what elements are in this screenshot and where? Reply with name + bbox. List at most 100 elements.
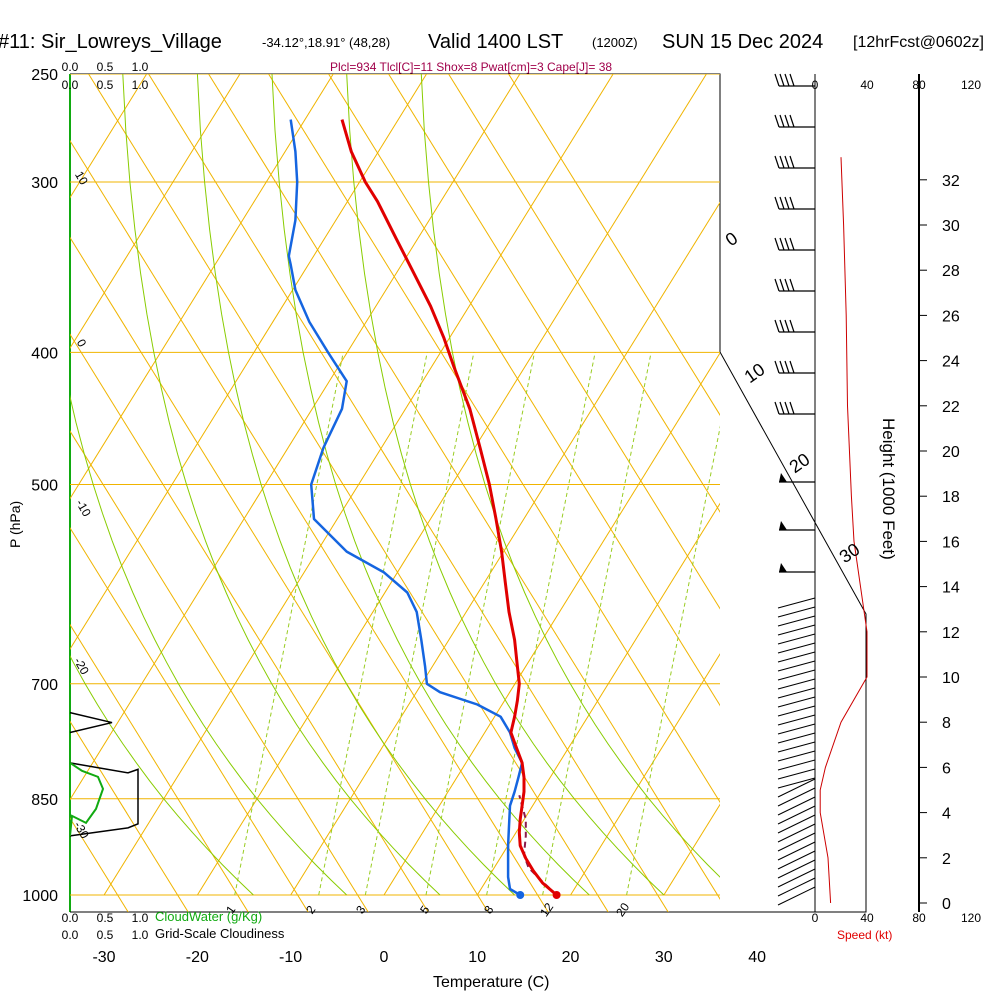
isotherm-line — [290, 201, 720, 896]
speed-tick-bottom: 120 — [961, 911, 981, 925]
moist-adiabat-label: 30 — [836, 539, 864, 567]
height-tick-label: 0 — [942, 896, 951, 913]
mixing-ratio-label: 3 — [353, 903, 368, 917]
wind-barb-flag — [779, 237, 785, 251]
dry-adiabat-line — [328, 74, 720, 707]
wind-barb-staff — [777, 886, 816, 906]
moist-adiabat-line — [420, 74, 720, 878]
wind-barb-staff — [777, 750, 816, 762]
wind-barb-pennant — [779, 473, 787, 482]
height-tick-label: 14 — [942, 580, 960, 597]
surface-temperature-point — [552, 891, 561, 899]
wind-barb-flag — [779, 73, 785, 87]
wind-barb — [777, 723, 816, 735]
wind-barb — [777, 678, 816, 690]
mixing-ratio-line — [318, 352, 428, 896]
wind-barb-flag — [774, 73, 780, 87]
wind-barb — [774, 114, 815, 128]
wind-barb — [774, 319, 815, 333]
speed-tick-bottom: 40 — [860, 911, 874, 925]
moist-adiabat-line — [346, 74, 665, 896]
wind-barb — [777, 805, 816, 825]
cloudiness-scale-bottom: 0.5 — [97, 928, 114, 942]
wind-barb — [777, 741, 816, 753]
axis-labels: -30 -20 -10 0 10 20 30 402503004005007008501000… — [22, 60, 981, 966]
wind-barb — [777, 732, 816, 744]
x-tick-label: 10 — [468, 949, 486, 966]
height-axis-label: Height (1000 Feet) — [879, 418, 898, 560]
stability-indices: Plcl=934 Tlcl[C]=11 Shox=8 Pwat[cm]=3 Ca… — [330, 60, 612, 74]
mixing-ratio-line — [425, 352, 536, 896]
wind-barb-flag — [779, 196, 785, 210]
wind-barb — [777, 777, 816, 789]
wind-barb-flag — [789, 319, 795, 333]
mixing-ratio-label: 5 — [417, 903, 432, 917]
height-tick-label: 28 — [942, 263, 960, 280]
wind-barb — [777, 597, 816, 609]
dry-adiabat-line — [70, 430, 369, 912]
wind-barb-staff — [777, 832, 816, 852]
wind-barb-staff — [777, 633, 816, 645]
isotherm-line — [70, 74, 241, 350]
dry-adiabat-line — [208, 74, 720, 900]
cloudwater-layer — [69, 762, 105, 836]
wind-barb-flag — [789, 196, 795, 210]
dry-adiabat-label: -30 — [71, 819, 92, 841]
wind-barb — [779, 521, 815, 531]
isotherm-line — [851, 74, 1000, 895]
wind-barb-flag — [789, 237, 795, 251]
wind-barb-staff — [777, 696, 816, 708]
wind-barb-staff — [777, 714, 816, 726]
pressure-tick-label: 500 — [31, 478, 58, 495]
wind-barb — [777, 814, 816, 834]
wind-barb-flag — [789, 278, 795, 292]
chart-header: #11: Sir_Lowreys_Village -34.12°,18.91° … — [0, 31, 984, 74]
wind-barb-flag — [779, 155, 785, 169]
wind-speed-profile — [819, 157, 868, 904]
wind-barb — [777, 778, 816, 798]
wind-barb-flag — [779, 319, 785, 333]
wind-barb — [777, 768, 816, 780]
speed-tick-top: 40 — [860, 78, 874, 92]
wind-barb-flag — [789, 401, 795, 415]
wind-barb-staff — [777, 777, 816, 789]
plot-area — [70, 74, 816, 912]
wind-speed-line — [819, 157, 868, 904]
surface-dewpoint-point — [516, 891, 525, 899]
wind-barb — [777, 633, 816, 645]
zulu-time: (1200Z) — [592, 35, 638, 50]
wind-barb-staff — [777, 687, 816, 699]
isotherm-line — [70, 74, 521, 801]
dry-adiabat-label: -20 — [71, 655, 92, 677]
sounding-profiles — [287, 119, 561, 899]
wind-barb-staff — [777, 606, 816, 618]
x-tick-label: 30 — [655, 949, 673, 966]
cloudiness-scale-bottom: 0.0 — [62, 928, 79, 942]
height-tick-label: 32 — [942, 173, 960, 190]
moist-adiabat-line — [70, 394, 348, 896]
wind-barb-staff — [777, 859, 816, 879]
wind-barb — [777, 624, 816, 636]
pressure-tick-label: 250 — [31, 67, 58, 84]
mixing-ratio-label: 2 — [303, 903, 318, 917]
wind-barb — [779, 563, 815, 573]
cloudwater-scale-top: 0.5 — [97, 60, 114, 74]
wind-barb-flag — [774, 401, 780, 415]
wind-barb-flag — [774, 196, 780, 210]
wind-barb — [774, 278, 815, 292]
wind-barb-staff — [777, 723, 816, 735]
cloudwater-scale-bottom: 1.0 — [132, 911, 149, 925]
pressure-tick-label: 400 — [31, 345, 58, 362]
wind-barb-staff — [777, 660, 816, 672]
x-tick-label: -20 — [186, 949, 209, 966]
cloudwater-label: CloudWater (g/Kg) — [155, 909, 262, 924]
wind-barb — [777, 714, 816, 726]
wind-barb-flag — [774, 278, 780, 292]
wind-barb-pennant — [779, 521, 787, 530]
height-tick-label: 6 — [942, 760, 951, 777]
wind-barb — [777, 669, 816, 681]
valid-time: Valid 1400 LST — [428, 31, 563, 53]
height-tick-label: 12 — [942, 625, 960, 642]
isotherm-line — [70, 74, 334, 500]
wind-barb — [777, 759, 816, 771]
